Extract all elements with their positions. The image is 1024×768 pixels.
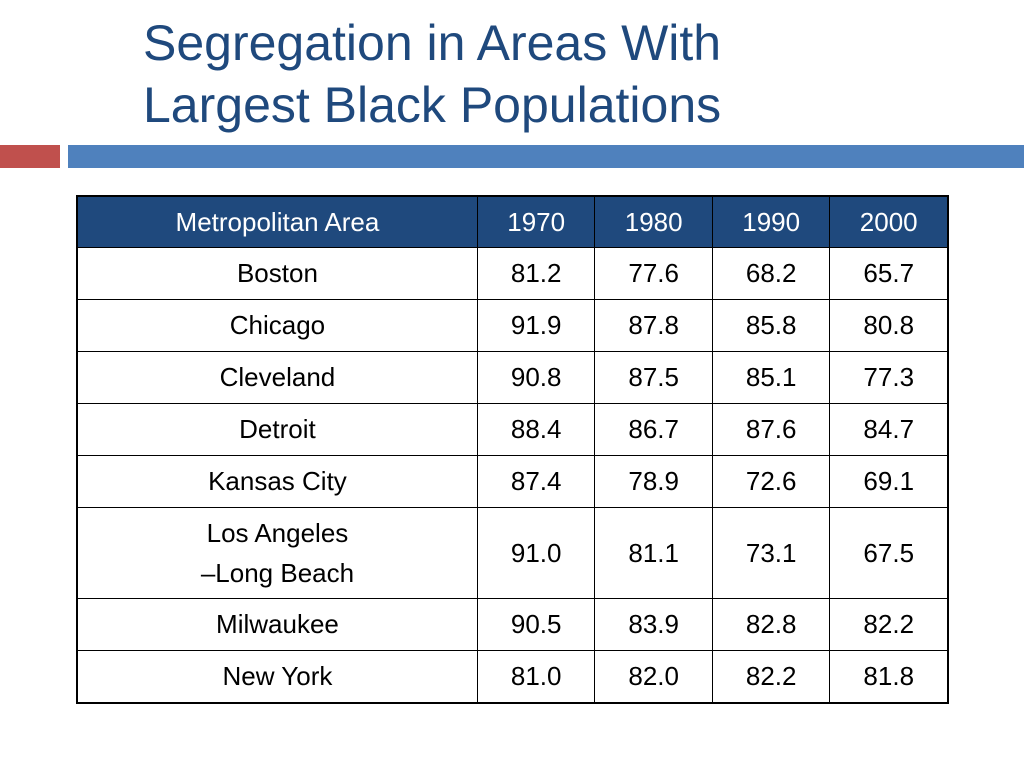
area-cell: Kansas City — [76, 455, 478, 508]
value-cell: 87.5 — [594, 351, 713, 404]
value-cell: 83.9 — [594, 598, 713, 651]
area-cell: Los Angeles –Long Beach — [76, 507, 478, 599]
value-cell: 90.8 — [476, 351, 596, 404]
area-line: Los Angeles — [206, 518, 349, 548]
slide-title-line: Largest Black Populations — [143, 77, 722, 133]
value-cell: 81.0 — [476, 650, 596, 704]
value-cell: 87.4 — [476, 455, 596, 508]
area-line: –Long Beach — [200, 558, 355, 588]
value-cell: 82.2 — [711, 650, 831, 704]
segregation-table: Metropolitan Area 1970 1980 1990 2000 Bo… — [76, 195, 949, 704]
value-cell: 69.1 — [829, 455, 949, 508]
table-row: Kansas City 87.4 78.9 72.6 69.1 — [76, 455, 949, 508]
value-cell: 81.1 — [594, 507, 713, 599]
value-cell: 84.7 — [829, 403, 949, 456]
accent-bar-red — [0, 145, 60, 168]
value-cell: 82.0 — [594, 650, 713, 704]
header-1970: 1970 — [476, 195, 596, 248]
table-row: Milwaukee 90.5 83.9 82.8 82.2 — [76, 598, 949, 651]
value-cell: 85.1 — [711, 351, 831, 404]
value-cell: 87.6 — [711, 403, 831, 456]
area-cell: Chicago — [76, 299, 478, 352]
table-row: Los Angeles –Long Beach 91.0 81.1 73.1 6… — [76, 507, 949, 599]
value-cell: 68.2 — [711, 247, 831, 300]
value-cell: 91.9 — [476, 299, 596, 352]
value-cell: 90.5 — [476, 598, 596, 651]
value-cell: 82.8 — [711, 598, 831, 651]
table-row: New York 81.0 82.0 82.2 81.8 — [76, 650, 949, 704]
area-cell: Cleveland — [76, 351, 478, 404]
slide-title: Segregation in Areas With Largest Black … — [143, 12, 1003, 136]
header-metropolitan-area: Metropolitan Area — [76, 195, 478, 248]
table-row: Boston 81.2 77.6 68.2 65.7 — [76, 247, 949, 300]
table-row: Detroit 88.4 86.7 87.6 84.7 — [76, 403, 949, 456]
value-cell: 73.1 — [711, 507, 831, 599]
accent-bar-blue — [68, 145, 1024, 168]
value-cell: 82.2 — [829, 598, 949, 651]
table-row: Cleveland 90.8 87.5 85.1 77.3 — [76, 351, 949, 404]
value-cell: 81.8 — [829, 650, 949, 704]
area-cell: Detroit — [76, 403, 478, 456]
header-1980: 1980 — [594, 195, 713, 248]
area-cell: Milwaukee — [76, 598, 478, 651]
value-cell: 86.7 — [594, 403, 713, 456]
value-cell: 87.8 — [594, 299, 713, 352]
value-cell: 80.8 — [829, 299, 949, 352]
value-cell: 88.4 — [476, 403, 596, 456]
value-cell: 85.8 — [711, 299, 831, 352]
value-cell: 67.5 — [829, 507, 949, 599]
area-cell: Boston — [76, 247, 478, 300]
slide-title-line: Segregation in Areas With — [143, 15, 722, 71]
value-cell: 77.6 — [594, 247, 713, 300]
area-cell: New York — [76, 650, 478, 704]
value-cell: 81.2 — [476, 247, 596, 300]
value-cell: 78.9 — [594, 455, 713, 508]
table-header-row: Metropolitan Area 1970 1980 1990 2000 — [76, 195, 949, 248]
header-1990: 1990 — [711, 195, 831, 248]
value-cell: 91.0 — [476, 507, 596, 599]
value-cell: 72.6 — [711, 455, 831, 508]
header-2000: 2000 — [829, 195, 949, 248]
table-row: Chicago 91.9 87.8 85.8 80.8 — [76, 299, 949, 352]
value-cell: 77.3 — [829, 351, 949, 404]
value-cell: 65.7 — [829, 247, 949, 300]
